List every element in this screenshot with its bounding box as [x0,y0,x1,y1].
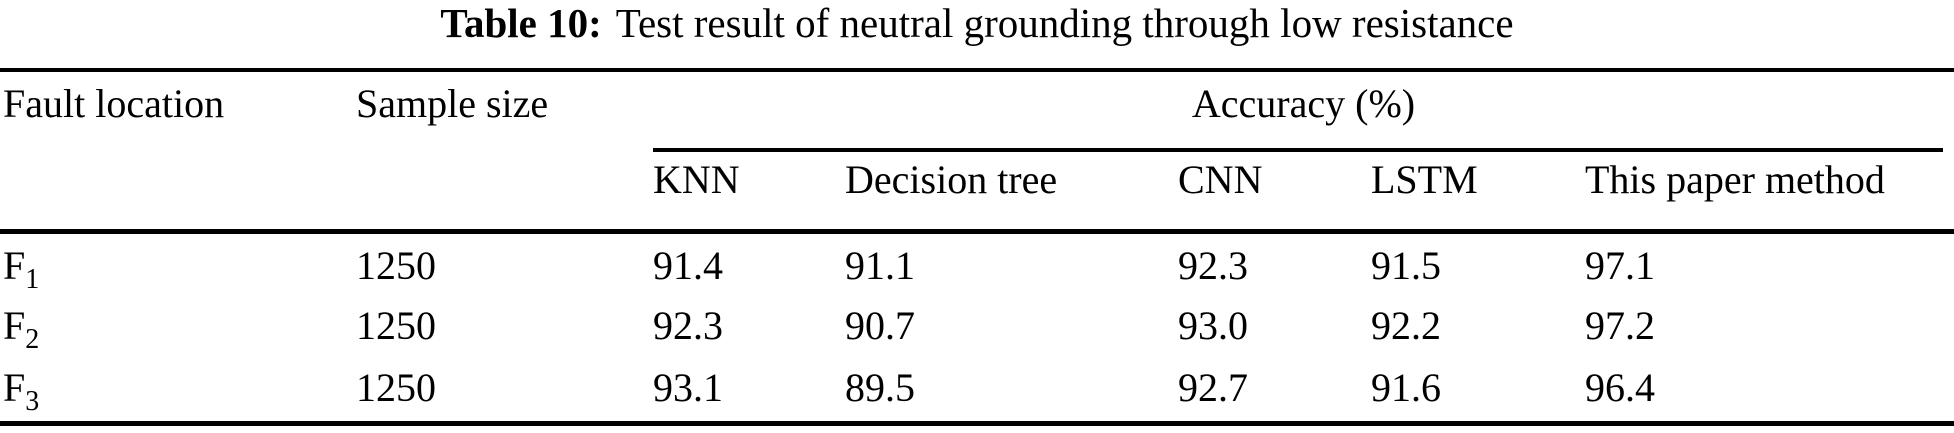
sample-size-cell: 1250 [356,365,436,410]
this-paper-value-cell: 97.1 [1585,243,1655,288]
header-method-knn: KNN [653,157,740,202]
table-row: F1 1250 91.4 91.1 92.3 91.5 97.1 [0,243,1954,294]
table-header-bottom-rule [0,229,1954,234]
this-paper-value-cell: 97.2 [1585,303,1655,348]
table-caption: Table 10: Test result of neutral groundin… [0,0,1954,46]
fault-label: F [3,243,26,288]
fault-location-cell: F1 [3,243,356,294]
decision-tree-value-cell: 91.1 [845,243,915,288]
lstm-value-cell: 92.2 [1371,303,1441,348]
table-bottom-rule [0,421,1954,426]
header-fault-location: Fault location [3,81,225,126]
table-row: F3 1250 93.1 89.5 92.7 91.6 96.4 [0,365,1954,416]
header-method-lstm: LSTM [1371,157,1478,202]
header-method-cnn: CNN [1178,157,1263,202]
table-header-row-2: KNN Decision tree CNN LSTM This paper me… [0,158,1954,202]
lstm-value-cell: 91.6 [1371,365,1441,410]
header-method-decision-tree: Decision tree [845,157,1058,202]
header-spacer [3,158,356,202]
fault-subscript: 3 [25,386,40,417]
header-method-this-paper: This paper method [1585,157,1885,202]
fault-subscript: 2 [25,324,40,355]
lstm-value-cell: 91.5 [1371,243,1441,288]
cnn-value-cell: 92.7 [1178,365,1248,410]
header-accuracy-group: Accuracy (%) [1191,81,1416,126]
decision-tree-value-cell: 90.7 [845,303,915,348]
fault-location-cell: F2 [3,303,356,354]
table-row: F2 1250 92.3 90.7 93.0 92.2 97.2 [0,303,1954,354]
header-sample-size: Sample size [356,81,549,126]
decision-tree-value-cell: 89.5 [845,365,915,410]
knn-value-cell: 93.1 [653,365,723,410]
fault-label: F [3,365,26,410]
table-header-row-1: Fault location Sample size Accuracy (%) [0,82,1954,126]
fault-location-cell: F3 [3,365,356,416]
sample-size-cell: 1250 [356,303,436,348]
cnn-value-cell: 93.0 [1178,303,1248,348]
knn-value-cell: 91.4 [653,243,723,288]
table-caption-label: Table 10: [440,0,602,46]
accuracy-group-rule [653,148,1943,152]
fault-subscript: 1 [25,264,40,295]
cnn-value-cell: 92.3 [1178,243,1248,288]
table-caption-text: Test result of neutral grounding through… [615,0,1514,46]
sample-size-cell: 1250 [356,243,436,288]
header-spacer [356,158,653,202]
fault-label: F [3,303,26,348]
table-top-rule [0,68,1954,72]
this-paper-value-cell: 96.4 [1585,365,1655,410]
knn-value-cell: 92.3 [653,303,723,348]
